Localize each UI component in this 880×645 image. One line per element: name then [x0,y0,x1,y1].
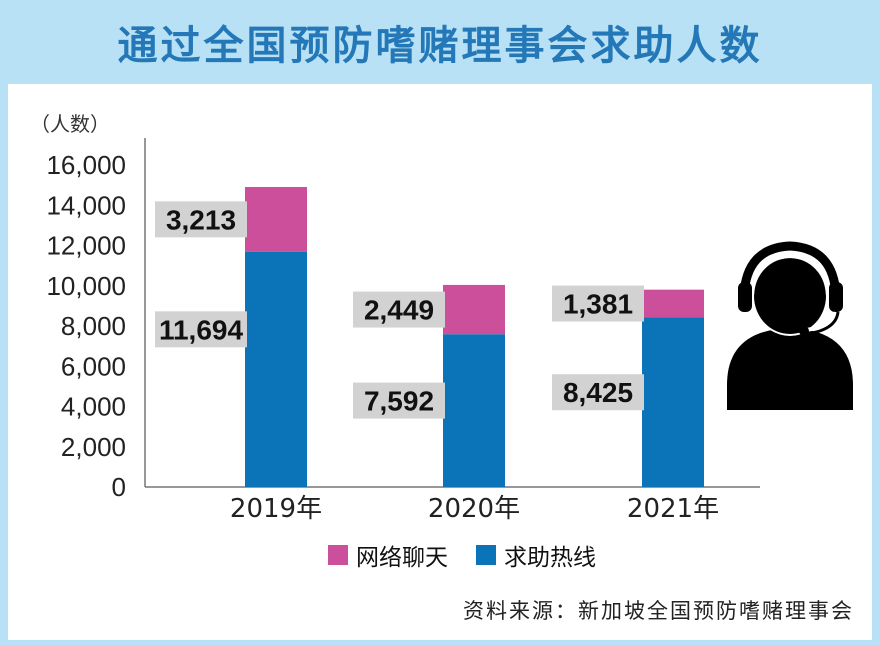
data-label-hotline-bg [155,311,247,348]
chart-panel [8,84,872,640]
legend-item-online-chat: 网络聊天 [328,538,448,572]
data-label-online-chat: 3,213 [166,204,236,235]
x-tick-label: 2019年 [230,494,322,524]
y-tick-label: 10,000 [46,271,126,301]
title-bar: 通过全国预防嗜赌理事会求助人数 [0,0,880,84]
y-axis-unit-label: （人数） [30,112,110,136]
data-label-online-chat: 2,449 [364,295,434,326]
data-label-online-chat-bg [155,201,247,238]
data-label-online-chat: 1,381 [563,289,633,320]
legend-swatch-hotline [476,545,496,565]
bar-online-chat [443,284,505,335]
data-label-hotline-bg [552,374,644,411]
legend-item-hotline: 求助热线 [476,538,596,572]
chart-title: 通过全国预防嗜赌理事会求助人数 [117,23,763,69]
data-label-hotline: 11,694 [159,314,244,345]
data-label-online-chat-bg [552,285,644,322]
y-tick-label: 6,000 [61,351,126,381]
bar-hotline [642,317,704,487]
y-tick-label: 16,000 [46,150,126,180]
legend: 网络聊天 求助热线 [328,538,614,572]
legend-swatch-online-chat [328,545,348,565]
bar-online-chat [245,186,307,252]
x-tick-label: 2020年 [428,494,520,524]
y-tick-label: 14,000 [46,190,126,220]
source-note: 资料来源：新加坡全国预防嗜赌理事会 [463,599,854,623]
data-label-hotline: 8,425 [563,377,633,408]
legend-label-online-chat: 网络聊天 [356,545,448,571]
headset-user-icon [727,241,853,410]
y-tick-label: 12,000 [46,231,126,261]
y-tick-label: 8,000 [61,311,126,341]
x-tick-label: 2021年 [627,494,719,524]
bar-hotline [245,251,307,487]
bar-online-chat [642,289,704,318]
y-tick-label: 2,000 [61,432,126,462]
legend-label-hotline: 求助热线 [504,545,596,571]
y-tick-label: 0 [112,472,126,502]
data-label-online-chat-bg [353,291,445,328]
data-label-hotline: 7,592 [364,386,434,417]
bar-hotline [443,334,505,487]
data-label-hotline-bg [353,382,445,419]
y-tick-label: 4,000 [61,392,126,422]
